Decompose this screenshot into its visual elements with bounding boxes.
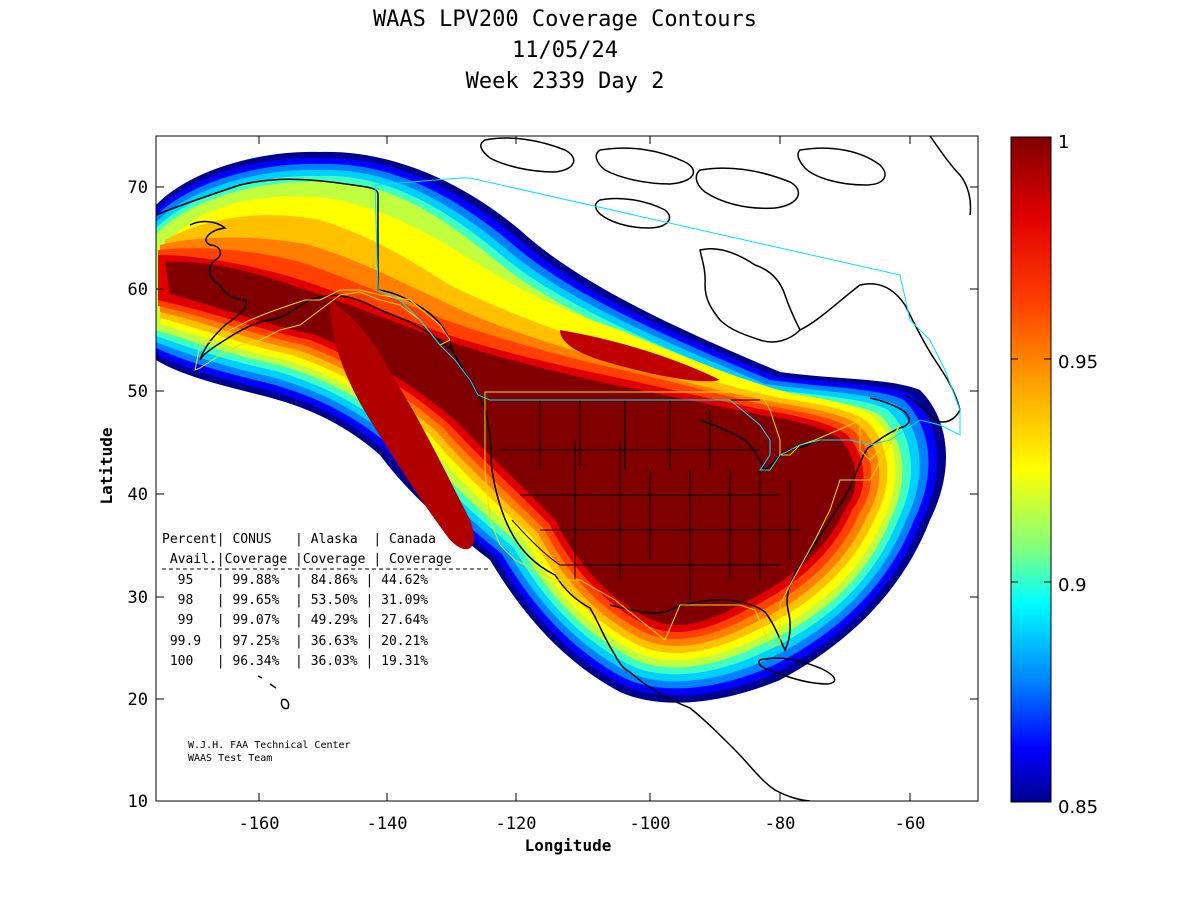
arctic-island-3 xyxy=(695,167,800,210)
service-region-outline xyxy=(194,289,901,646)
chart-date: 11/05/24 xyxy=(512,38,618,63)
x-tick-label: -60 xyxy=(895,814,926,834)
plot-frame xyxy=(155,135,979,802)
colorbar-label: 0.95 xyxy=(1058,352,1098,373)
y-ticks xyxy=(156,186,978,802)
hudson-bay xyxy=(699,248,801,343)
coastlines xyxy=(156,136,972,801)
chart-week-day: Week 2339 Day 2 xyxy=(465,69,665,94)
credit-line-1: W.J.H. FAA Technical Center xyxy=(188,740,351,751)
x-tick-label: -160 xyxy=(239,814,280,834)
x-tick-label: -100 xyxy=(630,814,671,834)
y-tick-label: 30 xyxy=(128,588,148,608)
y-axis-label: Latitude xyxy=(97,427,116,504)
contour-patch-2 xyxy=(560,330,720,382)
table-row: 99 | 99.07% | 49.29% | 27.64% xyxy=(162,613,428,628)
arctic-island-4 xyxy=(594,197,671,229)
y-tick-label: 40 xyxy=(128,485,148,505)
table-header-2: Avail.|Coverage |Coverage | Coverage xyxy=(162,552,452,567)
y-tick-label: 10 xyxy=(128,792,148,812)
x-tick-label: -120 xyxy=(496,814,537,834)
mexico-coast xyxy=(629,671,811,801)
table-header-1: Percent| CONUS | Alaska | Canada xyxy=(162,532,436,547)
y-tick-labels: 10 20 30 40 50 60 70 xyxy=(128,178,148,812)
y-tick-label: 60 xyxy=(128,280,148,300)
table-row: 100 | 96.34% | 36.03% | 19.31% xyxy=(162,654,428,669)
arctic-island-1 xyxy=(480,137,575,173)
gulf-coast xyxy=(609,519,831,652)
coverage-table: Percent| CONUS | Alaska | Canada Avail.|… xyxy=(162,532,490,669)
table-row: 99.9 | 97.25% | 36.63% | 20.21% xyxy=(162,634,428,649)
west-coast xyxy=(451,349,631,673)
x-ticks xyxy=(258,136,911,801)
table-row: 95 | 99.88% | 84.86% | 44.62% xyxy=(162,573,428,588)
arctic-island-2 xyxy=(595,147,695,185)
credits: W.J.H. FAA Technical Center WAAS Test Te… xyxy=(188,740,351,764)
x-tick-label: -80 xyxy=(765,814,796,834)
y-tick-label: 70 xyxy=(128,178,148,198)
colorbar xyxy=(1010,136,1052,803)
east-coast xyxy=(829,397,910,521)
labrador-coast xyxy=(799,283,961,423)
greenland-coast xyxy=(929,136,972,216)
y-tick-label: 50 xyxy=(128,382,148,402)
credit-line-2: WAAS Test Team xyxy=(188,753,272,764)
y-tick-label: 20 xyxy=(128,690,148,710)
colorbar-label: 1 xyxy=(1058,132,1069,153)
canada-outline xyxy=(374,177,961,471)
table-row: 98 | 99.65% | 53.50% | 31.09% xyxy=(162,593,428,608)
colorbar-label: 0.85 xyxy=(1058,797,1098,818)
contour-100 xyxy=(165,261,856,626)
cuba xyxy=(758,657,836,685)
x-tick-label: -140 xyxy=(367,814,408,834)
hawaii xyxy=(257,675,290,710)
arctic-island-5 xyxy=(797,147,886,186)
colorbar-label: 0.9 xyxy=(1058,575,1087,596)
chart-title: WAAS LPV200 Coverage Contours xyxy=(372,7,758,32)
colorbar-ticks xyxy=(1011,358,1051,583)
x-axis-label: Longitude xyxy=(525,836,612,855)
contour-patch-1 xyxy=(330,300,474,550)
x-tick-labels: -160 -140 -120 -100 -80 -60 xyxy=(239,814,926,834)
colorbar-labels: 1 0.95 0.9 0.85 xyxy=(1058,132,1098,818)
